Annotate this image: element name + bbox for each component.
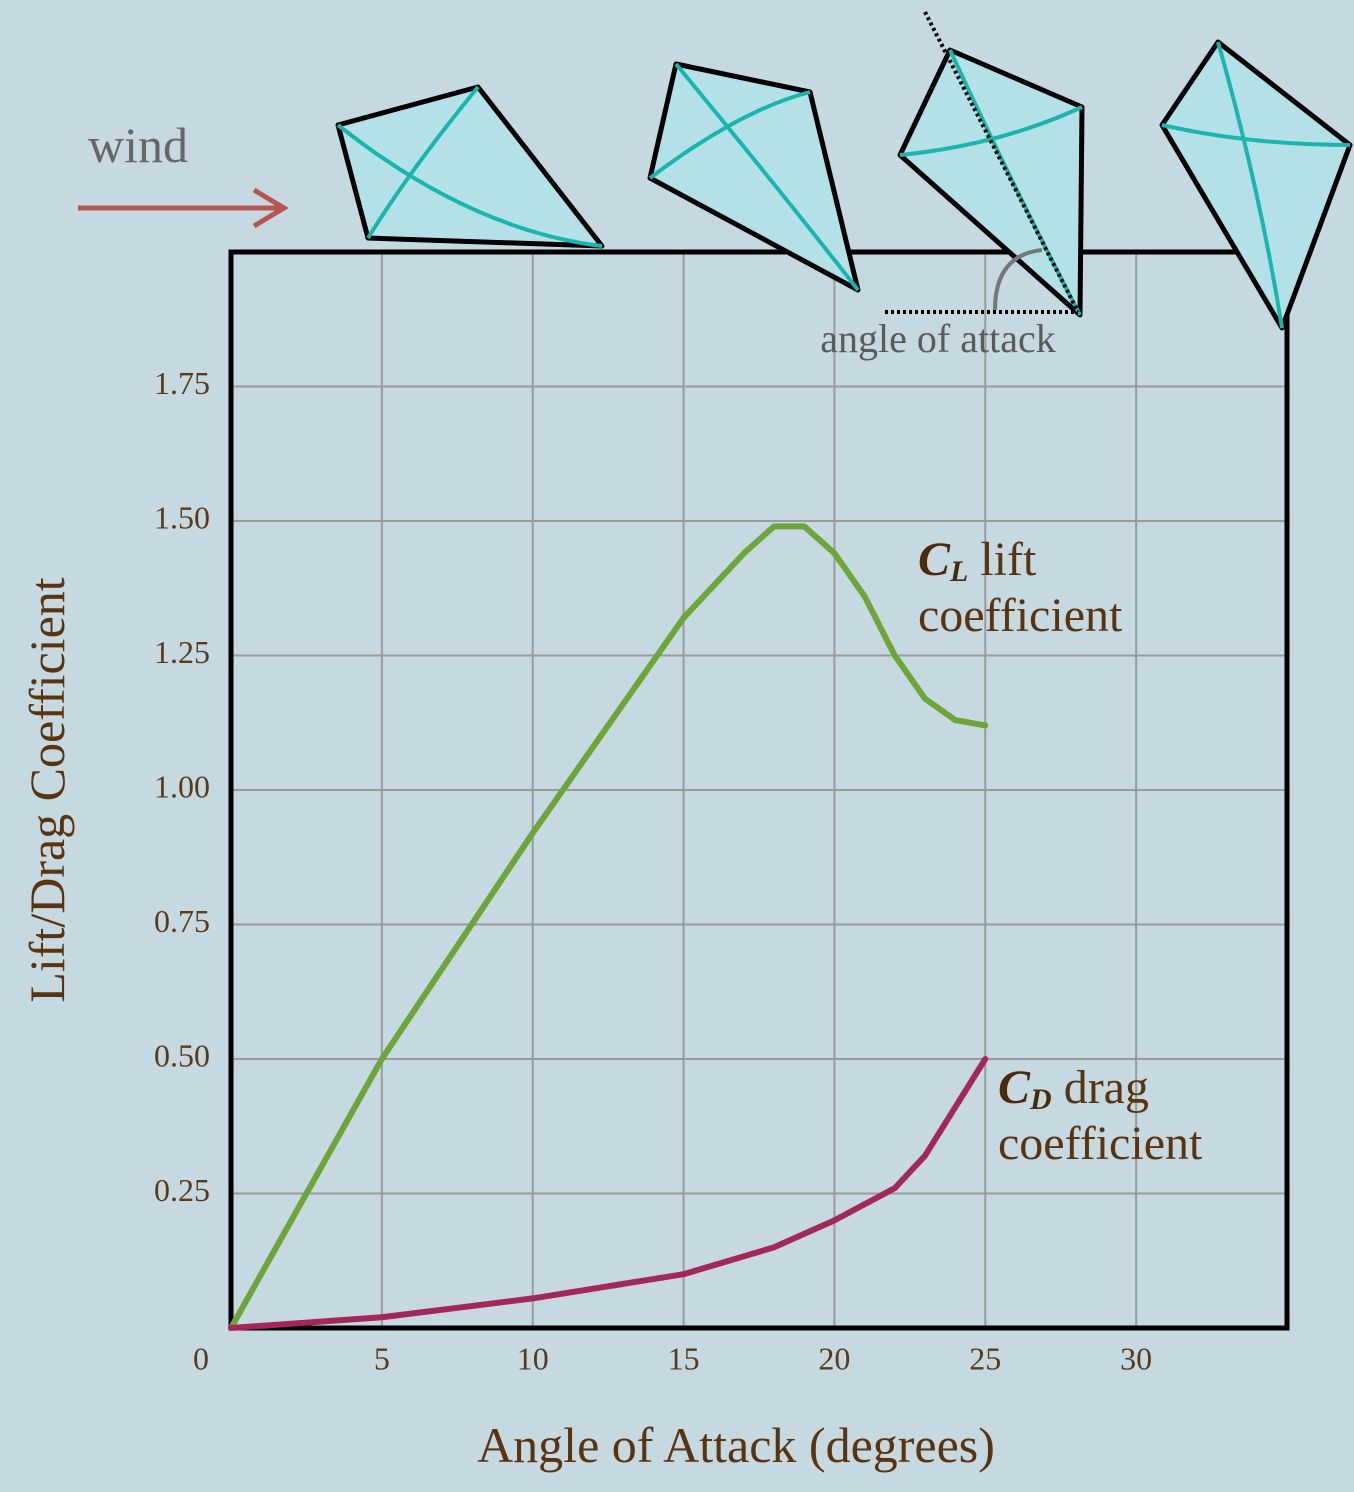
x-tick-label: 10 <box>517 1340 549 1376</box>
y-tick-label: 0.75 <box>154 903 210 939</box>
x-tick-label: 25 <box>969 1340 1001 1376</box>
y-tick-label: 0.50 <box>154 1037 210 1073</box>
x-tick-label: 20 <box>818 1340 850 1376</box>
symbol: C <box>918 533 950 586</box>
symbol-subscript: D <box>1030 1083 1052 1116</box>
x-tick-label: 30 <box>1120 1340 1152 1376</box>
series-line <box>231 526 985 1328</box>
series-symbol: CL <box>918 533 968 586</box>
page: wind angle of attack Angle of Attack (de… <box>0 0 1354 1492</box>
wind-label: wind <box>88 117 188 173</box>
y-tick-label: 1.25 <box>154 634 210 670</box>
x-tick-label: 15 <box>668 1340 700 1376</box>
x-axis-title: Angle of Attack (degrees) <box>477 1417 995 1473</box>
kites <box>338 12 1350 328</box>
symbol: C <box>998 1061 1030 1114</box>
chart: wind angle of attack Angle of Attack (de… <box>0 0 1354 1492</box>
series-label: CD drag coefficient <box>998 1066 1298 1166</box>
x-tick-label: 5 <box>374 1340 390 1376</box>
y-tick-label: 0.25 <box>154 1172 210 1208</box>
y-tick-label: 1.00 <box>154 768 210 804</box>
series-label: CL lift coefficient <box>918 538 1218 638</box>
wind-arrow <box>78 190 284 226</box>
angle-label: angle of attack <box>820 316 1055 361</box>
x-tick-label: 0 <box>193 1340 209 1376</box>
y-tick-label: 1.75 <box>154 365 210 401</box>
y-tick-label: 1.50 <box>154 499 210 535</box>
y-axis-title: Lift/Drag Coefficient <box>19 577 75 1002</box>
series-symbol: CD <box>998 1061 1052 1114</box>
symbol-subscript: L <box>950 555 968 588</box>
